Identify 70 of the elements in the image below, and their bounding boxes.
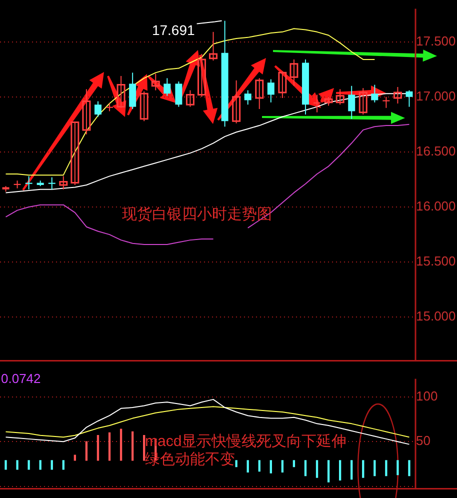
bar [235,460,238,468]
candlestick [186,90,194,108]
bar [292,460,296,468]
bar [85,441,88,461]
candlestick [371,84,378,103]
bar [396,460,399,476]
bar [62,460,64,470]
candlestick [197,53,206,98]
candlestick [59,176,68,190]
bar [4,460,7,470]
bar [362,460,364,478]
bar [281,460,284,472]
bar [120,428,122,461]
y-tick-label: 16.000 [416,198,456,214]
candlestick [358,88,368,116]
candlestick [255,78,264,110]
y-tick-label: 15.500 [416,254,456,269]
bar [385,460,388,476]
candlestick [116,75,126,108]
y-tick-label: 100 [416,388,438,404]
candlestick [336,88,344,106]
bar [374,460,376,476]
candlestick [209,31,218,62]
bar [408,460,410,476]
candlestick [129,72,136,110]
candlestick [48,176,56,190]
bar [304,460,307,476]
candlestick [70,121,80,186]
bar [246,460,249,472]
candlestick [14,180,21,189]
candlestick [82,88,91,135]
bar [338,460,342,481]
candlestick [278,71,287,98]
bar [74,454,76,461]
y-tick-label: 17.000 [416,88,456,104]
y-tick-label: 16.500 [416,144,456,159]
bar [143,435,146,461]
bar [50,460,53,470]
candlestick [314,94,321,113]
candlestick [94,100,102,118]
bar [327,460,330,482]
bar [270,460,272,474]
candlestick [164,78,171,96]
bar [108,432,111,461]
candlestick [267,78,274,103]
candlestick [25,176,32,190]
candlestick [140,90,148,122]
candlestick [406,90,413,108]
bar [350,460,353,480]
y-tick-label: 15.000 [416,308,456,324]
candlestick [348,85,356,120]
candlestick [290,58,298,86]
bar [39,460,42,470]
bar [316,460,318,478]
candlestick [244,90,252,106]
y-tick-label: 50 [416,433,430,448]
bar [28,460,30,470]
annotation: 17.691 [152,22,196,38]
bar [131,431,134,461]
candlestick [175,80,182,108]
bar [96,435,100,461]
candlestick [232,80,241,124]
y-tick-label: 17.500 [416,33,456,48]
candlestick [151,73,160,91]
bar [16,460,18,470]
candlestick [382,96,390,108]
candlestick [393,86,402,104]
bar [258,460,260,472]
annotation: 0.0742 [1,371,41,386]
annotation: 绿色动能不变 [145,451,235,468]
